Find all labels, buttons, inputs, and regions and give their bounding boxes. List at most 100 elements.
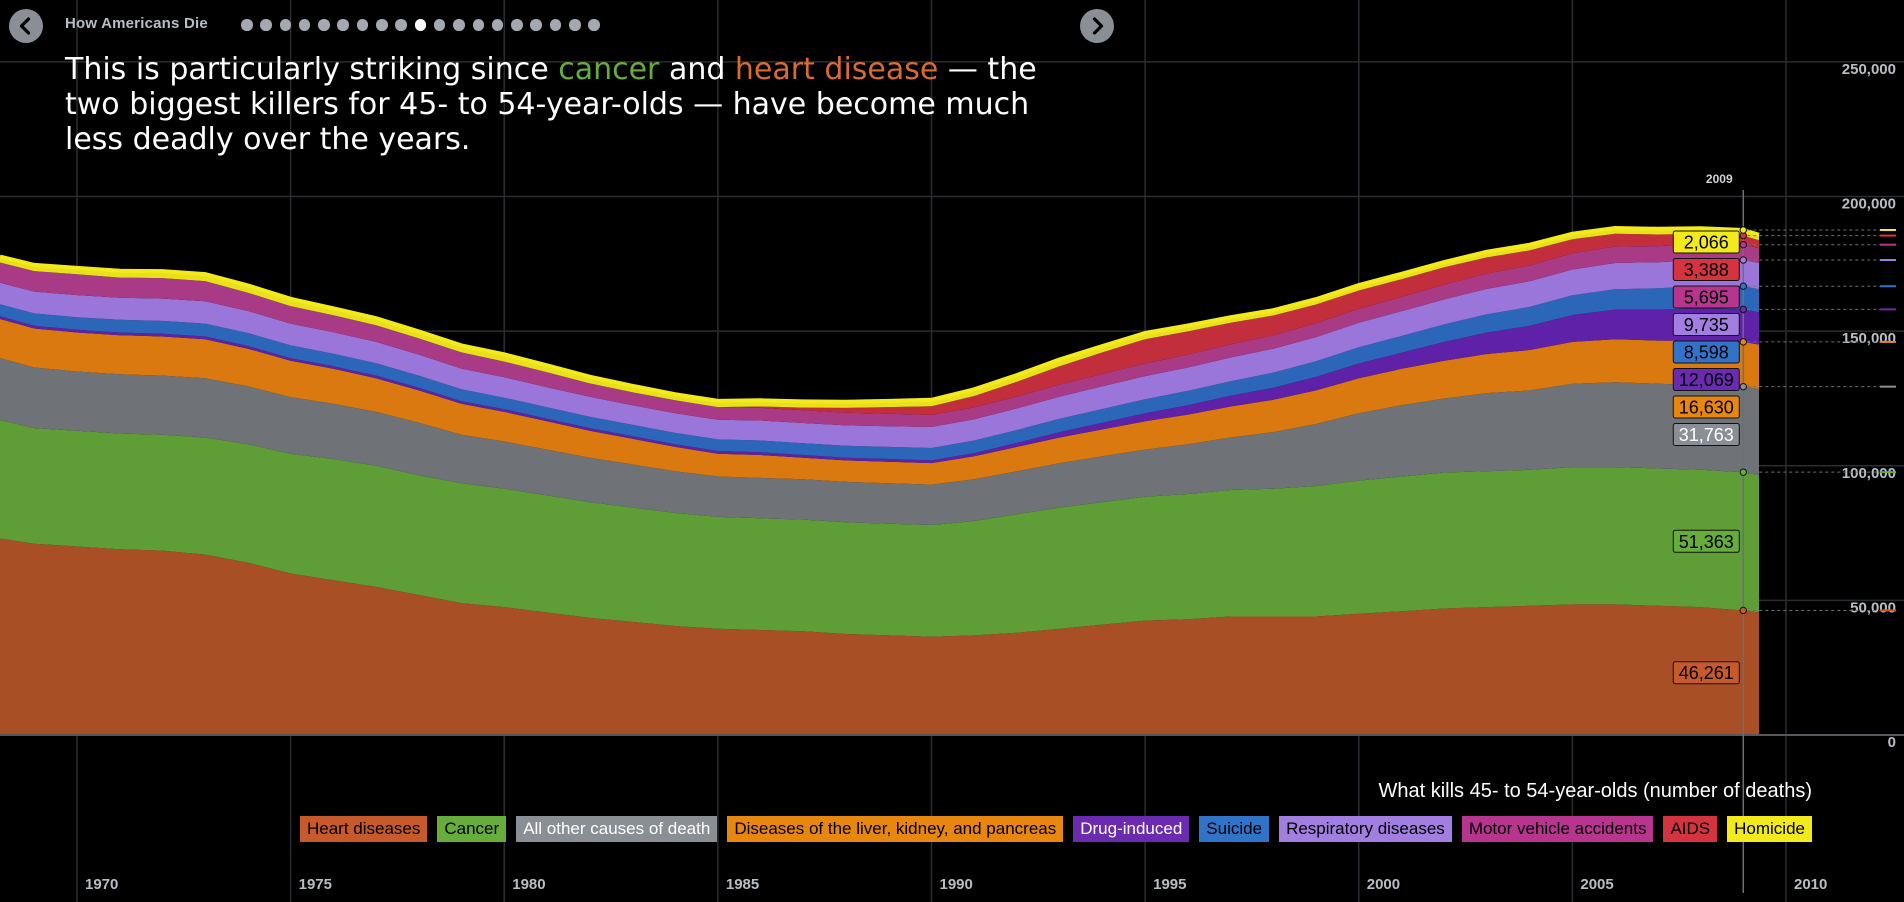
slide-dots [241,19,600,31]
x-tick-label: 1985 [726,876,759,893]
area-motor-vehicle-accidents[interactable] [0,244,1759,427]
prev-slide-button[interactable] [9,9,43,43]
headline-cancer-word: cancer [558,52,660,87]
value-label-motor-vehicle-accidents: 5,695 [1672,240,1896,309]
slide-dot[interactable] [260,19,272,31]
chevron-left-icon [19,17,31,35]
svg-text:3,388: 3,388 [1684,260,1729,280]
area-drug-induced[interactable] [0,308,1759,464]
slide-dot[interactable] [549,19,562,31]
x-tick-label: 2000 [1367,876,1400,893]
value-dot [1739,382,1747,391]
legend-item-all-other-causes-of-death[interactable]: All other causes of death [516,816,718,842]
value-label-respiratory-diseases: 9,735 [1672,256,1896,337]
legend-item-cancer[interactable]: Cancer [437,816,507,842]
value-dot [1739,338,1747,346]
legend-item-drug-induced[interactable]: Drug-induced [1073,816,1190,842]
y-tick-label: 100,000 [1842,465,1896,482]
area-heart-diseases[interactable] [0,538,1759,736]
area-cancer[interactable] [0,420,1759,637]
headline: This is particularly striking since canc… [65,52,1075,157]
y-tick-label: 200,000 [1842,196,1896,213]
legend: Heart diseases Cancer All other causes of … [299,816,1812,842]
value-label-drug-induced: 12,069 [1672,305,1896,392]
value-label-cancer: 51,363 [1672,468,1896,553]
slide-dot[interactable] [414,19,427,31]
legend-item-aids[interactable]: AIDS [1663,816,1718,842]
headline-part2: and [659,52,735,87]
slide-dot[interactable] [472,19,485,31]
slide-dot[interactable] [453,19,465,31]
highlight-year-label: 2009 [1706,172,1733,186]
y-tick-label: 150,000 [1842,330,1896,347]
area-respiratory-diseases[interactable] [0,260,1759,448]
legend-item-diseases-of-the-liver-kidney-and-pancreas[interactable]: Diseases of the liver, kidney, and pancr… [727,816,1064,842]
area-homicide[interactable] [0,228,1759,408]
x-tick-label: 2005 [1580,876,1613,893]
svg-text:31,763: 31,763 [1679,425,1734,445]
x-tick-label: 1970 [85,876,118,893]
svg-text:5,695: 5,695 [1684,288,1729,308]
slide-dot[interactable] [376,19,388,31]
value-label-diseases-of-the-liver-kidney-and-pancreas: 16,630 [1672,338,1896,419]
svg-text:16,630: 16,630 [1679,398,1734,418]
slide-dot[interactable] [356,19,369,31]
legend-item-respiratory-diseases[interactable]: Respiratory diseases [1279,816,1452,842]
svg-text:46,261: 46,261 [1679,663,1734,683]
slide-dot[interactable] [511,19,523,31]
homicide-edge-line [0,225,1760,404]
headline-part3: — the two biggest killers for 45- to 54-… [65,52,1037,157]
y-tick-label: 0 [1888,734,1896,751]
svg-text:12,069: 12,069 [1679,370,1734,390]
value-label-heart-diseases: 46,261 [1672,606,1896,685]
legend-item-suicide[interactable]: Suicide [1199,816,1270,842]
x-tick-label: 1975 [299,876,332,893]
area-suicide[interactable] [0,286,1759,461]
slide-dot[interactable] [569,19,581,31]
slide-dot[interactable] [337,19,349,31]
slide-dot[interactable] [318,19,330,31]
story-title: How Americans Die [65,15,208,32]
slide-dot[interactable] [395,19,407,31]
value-label-suicide: 8,598 [1672,282,1896,364]
value-dot [1739,305,1747,314]
x-tick-label: 1980 [512,876,545,893]
value-label-aids: 3,388 [1672,231,1896,282]
slide-dot[interactable] [279,19,292,31]
headline-part1: This is particularly striking since [65,52,559,87]
slide-dot[interactable] [588,19,600,31]
next-slide-button[interactable] [1080,9,1114,43]
value-dot [1739,282,1747,290]
slide-dot[interactable] [298,19,311,31]
value-dot [1739,606,1747,615]
y-tick-label: 50,000 [1850,599,1896,616]
slide-dot[interactable] [530,19,542,31]
area-diseases-of-the-liver-kidney-and-pancreas[interactable] [0,319,1759,485]
legend-item-motor-vehicle-accidents[interactable]: Motor vehicle accidents [1461,816,1654,842]
value-dot [1739,226,1747,234]
x-tick-label: 2010 [1794,876,1827,893]
y-tick-label: 250,000 [1842,61,1896,78]
chart-title: What kills 45- to 54-year-olds (number o… [1378,780,1812,802]
legend-item-heart-diseases[interactable]: Heart diseases [299,816,428,842]
svg-text:9,735: 9,735 [1684,315,1729,335]
headline-heart-word: heart disease [734,52,939,87]
x-tick-label: 1990 [940,876,973,893]
slide-dot[interactable] [491,19,504,31]
svg-text:2,066: 2,066 [1684,233,1729,253]
legend-item-homicide[interactable]: Homicide [1727,816,1812,842]
value-label-all-other-causes-of-death: 31,763 [1672,382,1896,447]
slide-dot[interactable] [241,19,253,31]
slide-dot[interactable] [433,19,446,31]
svg-text:8,598: 8,598 [1684,343,1729,363]
chevron-right-icon [1092,17,1104,35]
value-dot [1739,468,1747,476]
x-tick-label: 1995 [1153,876,1186,893]
value-label-homicide: 2,066 [1672,226,1896,254]
value-dot [1739,256,1747,264]
value-dot [1739,240,1747,249]
area-all-other-causes-of-death[interactable] [0,358,1759,525]
svg-text:51,363: 51,363 [1679,532,1734,552]
